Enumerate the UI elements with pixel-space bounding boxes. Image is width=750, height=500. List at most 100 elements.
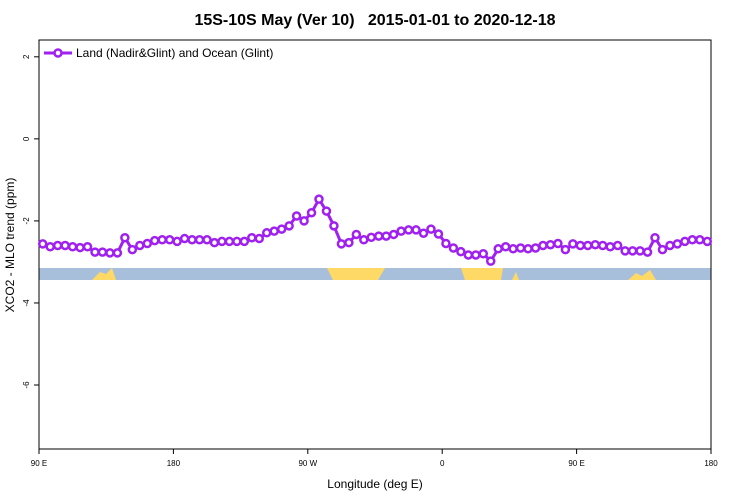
data-point xyxy=(388,229,399,240)
y-tick-label: 0 xyxy=(22,136,31,141)
x-tick-label: 90 E xyxy=(568,459,584,468)
data-point xyxy=(463,250,474,260)
data-point xyxy=(284,221,294,231)
data-point xyxy=(575,240,586,251)
data-point xyxy=(344,237,354,248)
data-point xyxy=(135,240,145,251)
data-point xyxy=(291,211,302,221)
data-point xyxy=(321,206,332,216)
data-point xyxy=(530,243,541,253)
data-point xyxy=(687,235,698,245)
data-point xyxy=(672,239,683,249)
data-point xyxy=(433,229,444,239)
data-point xyxy=(560,244,571,255)
land-band xyxy=(92,268,116,280)
data-point xyxy=(299,216,309,226)
data-point xyxy=(657,244,668,255)
data-point xyxy=(538,240,548,251)
x-tick-label: 0 xyxy=(440,459,445,468)
legend-label: Land (Nadir&Glint) and Ocean (Glint) xyxy=(76,46,273,60)
data-point xyxy=(456,246,466,257)
data-point xyxy=(149,235,160,246)
data-point xyxy=(120,232,130,243)
data-point xyxy=(306,207,317,218)
data-point xyxy=(75,242,85,253)
data-point xyxy=(396,226,406,236)
data-point xyxy=(373,231,384,241)
data-point xyxy=(157,235,167,245)
data-point xyxy=(418,228,429,238)
data-point xyxy=(583,240,593,251)
data-point xyxy=(523,244,533,254)
data-point xyxy=(217,236,227,247)
data-point xyxy=(209,237,220,248)
data-point xyxy=(232,236,242,247)
data-point xyxy=(194,235,205,245)
data-point xyxy=(164,235,175,245)
data-point xyxy=(366,232,377,243)
data-point xyxy=(665,240,675,251)
data-point xyxy=(403,225,414,235)
data-point xyxy=(261,228,272,238)
data-point xyxy=(695,235,705,245)
x-tick-label: 180 xyxy=(167,459,181,468)
data-point xyxy=(329,221,339,231)
data-point xyxy=(112,248,123,258)
data-point xyxy=(508,244,518,254)
data-point xyxy=(493,244,503,254)
data-point xyxy=(67,242,78,252)
data-point xyxy=(239,236,250,247)
data-point xyxy=(702,236,713,247)
data-point xyxy=(597,240,608,251)
y-tick-label: 2 xyxy=(22,54,31,59)
data-point xyxy=(381,231,391,241)
data-point xyxy=(680,236,690,247)
data-point xyxy=(448,243,459,253)
data-point xyxy=(411,225,421,235)
data-point xyxy=(269,226,279,236)
x-tick-label: 90 W xyxy=(298,459,317,468)
data-point xyxy=(254,233,265,244)
chart-title: 15S-10S May (Ver 10) 2015-01-01 to 2020-… xyxy=(194,12,555,29)
data-point xyxy=(426,224,436,234)
data-point xyxy=(650,232,660,243)
data-point xyxy=(500,242,511,252)
data-point xyxy=(359,235,369,245)
land-ocean-band xyxy=(39,268,711,280)
land-band xyxy=(628,270,656,280)
data-point xyxy=(635,246,645,256)
data-point xyxy=(545,239,556,250)
data-point xyxy=(627,246,638,256)
data-point xyxy=(568,239,578,249)
data-point xyxy=(471,250,481,260)
data-point xyxy=(441,238,451,249)
data-point xyxy=(612,240,623,251)
data-point xyxy=(105,248,115,258)
data-point xyxy=(179,233,190,244)
data-point xyxy=(485,256,496,266)
series-line xyxy=(42,196,708,264)
data-point xyxy=(553,238,563,249)
data-point xyxy=(97,247,108,257)
data-point xyxy=(60,240,70,251)
data-point xyxy=(336,239,347,249)
data-point xyxy=(172,236,182,247)
data-point xyxy=(642,247,653,257)
data-point xyxy=(276,224,287,234)
data-point xyxy=(478,248,489,259)
data-point xyxy=(605,242,615,252)
data-point xyxy=(52,240,63,251)
data-point xyxy=(187,235,197,245)
data-point xyxy=(127,244,138,255)
data-point xyxy=(224,236,235,247)
data-point xyxy=(314,194,324,204)
data-point xyxy=(82,242,93,252)
land-band xyxy=(461,268,503,280)
data-point xyxy=(620,246,630,256)
data-point xyxy=(351,229,362,240)
data-point xyxy=(590,239,601,250)
legend-marker xyxy=(53,48,63,58)
x-tick-label: 180 xyxy=(704,459,718,468)
land-band xyxy=(512,272,519,280)
